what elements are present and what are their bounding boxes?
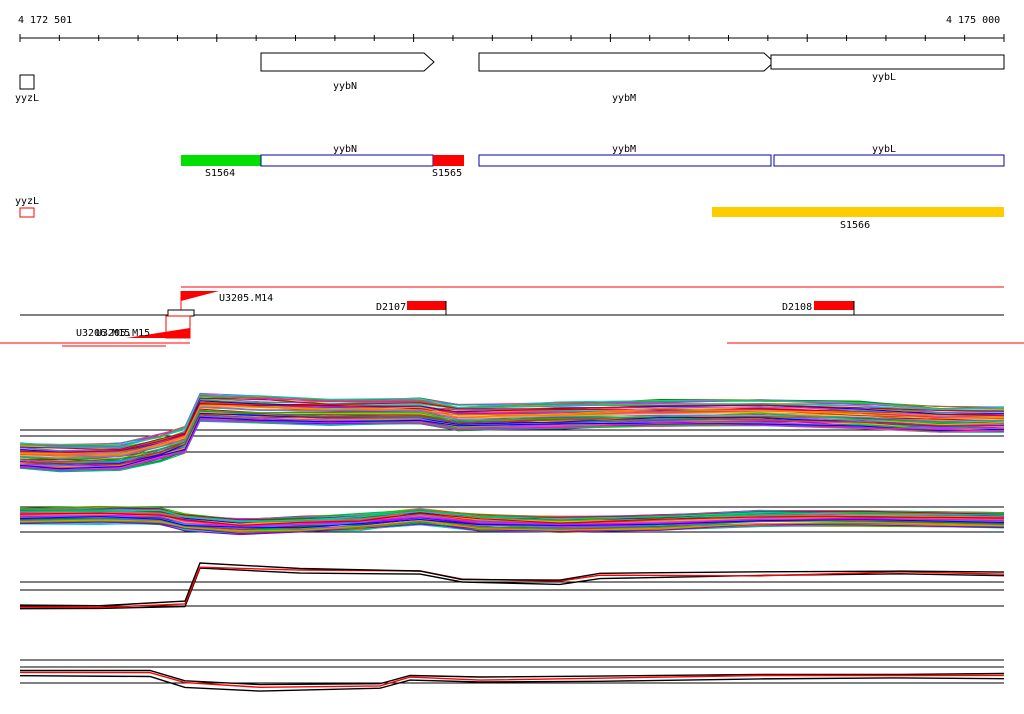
expression-profile-line [19,514,1005,525]
expression-profile-line [19,509,1005,523]
expression-profile-line [19,671,1005,689]
promoter-U3206-M15-label: U3206.M15 [76,328,130,339]
segment-S1566-label: S1566 [840,220,870,231]
expression-profile-line [19,562,1005,607]
expression-profile-line [19,509,1005,523]
expression-profile-line [19,519,1005,532]
segment-S1566[interactable] [712,207,1004,217]
transcript-track: S1564 yybN S1565 yybM yybL yyzL S1566 [15,144,1005,231]
expression-profile-line [19,406,1005,459]
transcript-yyzL-box[interactable] [19,207,35,218]
transcript-yyzL-label: yyzL [15,196,39,207]
ruler-start-label: 4 172 501 [18,15,72,26]
transcript-yybM-box[interactable] [478,154,772,167]
expression-profile-line [19,419,1005,471]
terminator-D2108-label: D2108 [782,302,812,313]
expression-profile-line [19,402,1005,454]
terminator-D2107-label: D2107 [376,302,406,313]
ruler-end-label: 4 175 000 [946,15,1000,26]
ruler-ticks [19,34,1005,42]
feature-track: U3205.M14 U3206.M15 U3205.M15 D2107 D210… [0,286,1024,347]
gene-yybN-label: yybN [333,81,357,92]
transcript-yybM-label: yybM [612,144,636,155]
transcript-yybL-box[interactable] [773,154,1005,167]
expression-profile-line [19,512,1005,526]
terminator-D2107[interactable] [407,301,446,310]
expression-profile-line [19,409,1005,463]
gene-yyzL-box[interactable] [19,74,35,90]
gene-yybL-label: yybL [872,72,896,83]
gene-yyzL-label: yyzL [15,93,39,104]
promoter-U3205-M14-marker[interactable] [181,291,219,301]
terminator-D2108[interactable] [814,301,854,310]
expression-track-tiling-forward [19,392,1005,473]
feature-boundary-box [167,309,195,317]
expression-track-tiling-reverse [19,505,1005,536]
promoter-U3205-M15-marker[interactable] [126,328,190,338]
expression-profile-line [19,675,1005,692]
transcript-yybN-label: yybN [333,144,357,155]
segment-S1565[interactable] [433,155,464,166]
gene-yybM-label: yybM [612,93,636,104]
expression-profile-line [20,669,1005,686]
expression-profile-line [19,395,1005,445]
expression-profile-line [19,416,1005,470]
expression-profile-line [19,510,1005,523]
expression-profile-line [19,521,1005,535]
gene-yybM-arrow[interactable] [478,52,775,72]
expression-profile-line [19,395,1005,448]
gene-yybN-arrow[interactable] [260,52,435,72]
transcript-yybN-box[interactable] [260,154,434,167]
promoter-U3205-M14-label: U3205.M14 [219,293,273,304]
expression-track-summary-reverse [19,659,1005,692]
gene-track: yyzL yybN yybM yybL [15,52,1005,104]
expression-profile-line [19,414,1005,465]
expression-profile-line [19,515,1005,529]
expression-profile-line [19,398,1005,448]
gene-yybL-box[interactable] [770,54,1005,70]
expression-profile-line [19,405,1005,456]
expression-track-summary-forward [19,562,1005,610]
promoter-U3205-M15-label: U3205.M15 [96,328,150,339]
segment-S1565-label: S1565 [432,168,462,179]
segment-S1564-label: S1564 [205,168,235,179]
transcript-yybL-label: yybL [872,144,896,155]
segment-S1564[interactable] [181,155,261,166]
coordinate-ruler: 4 172 501 4 175 000 [18,15,1005,42]
expression-profile-line [19,397,1005,451]
